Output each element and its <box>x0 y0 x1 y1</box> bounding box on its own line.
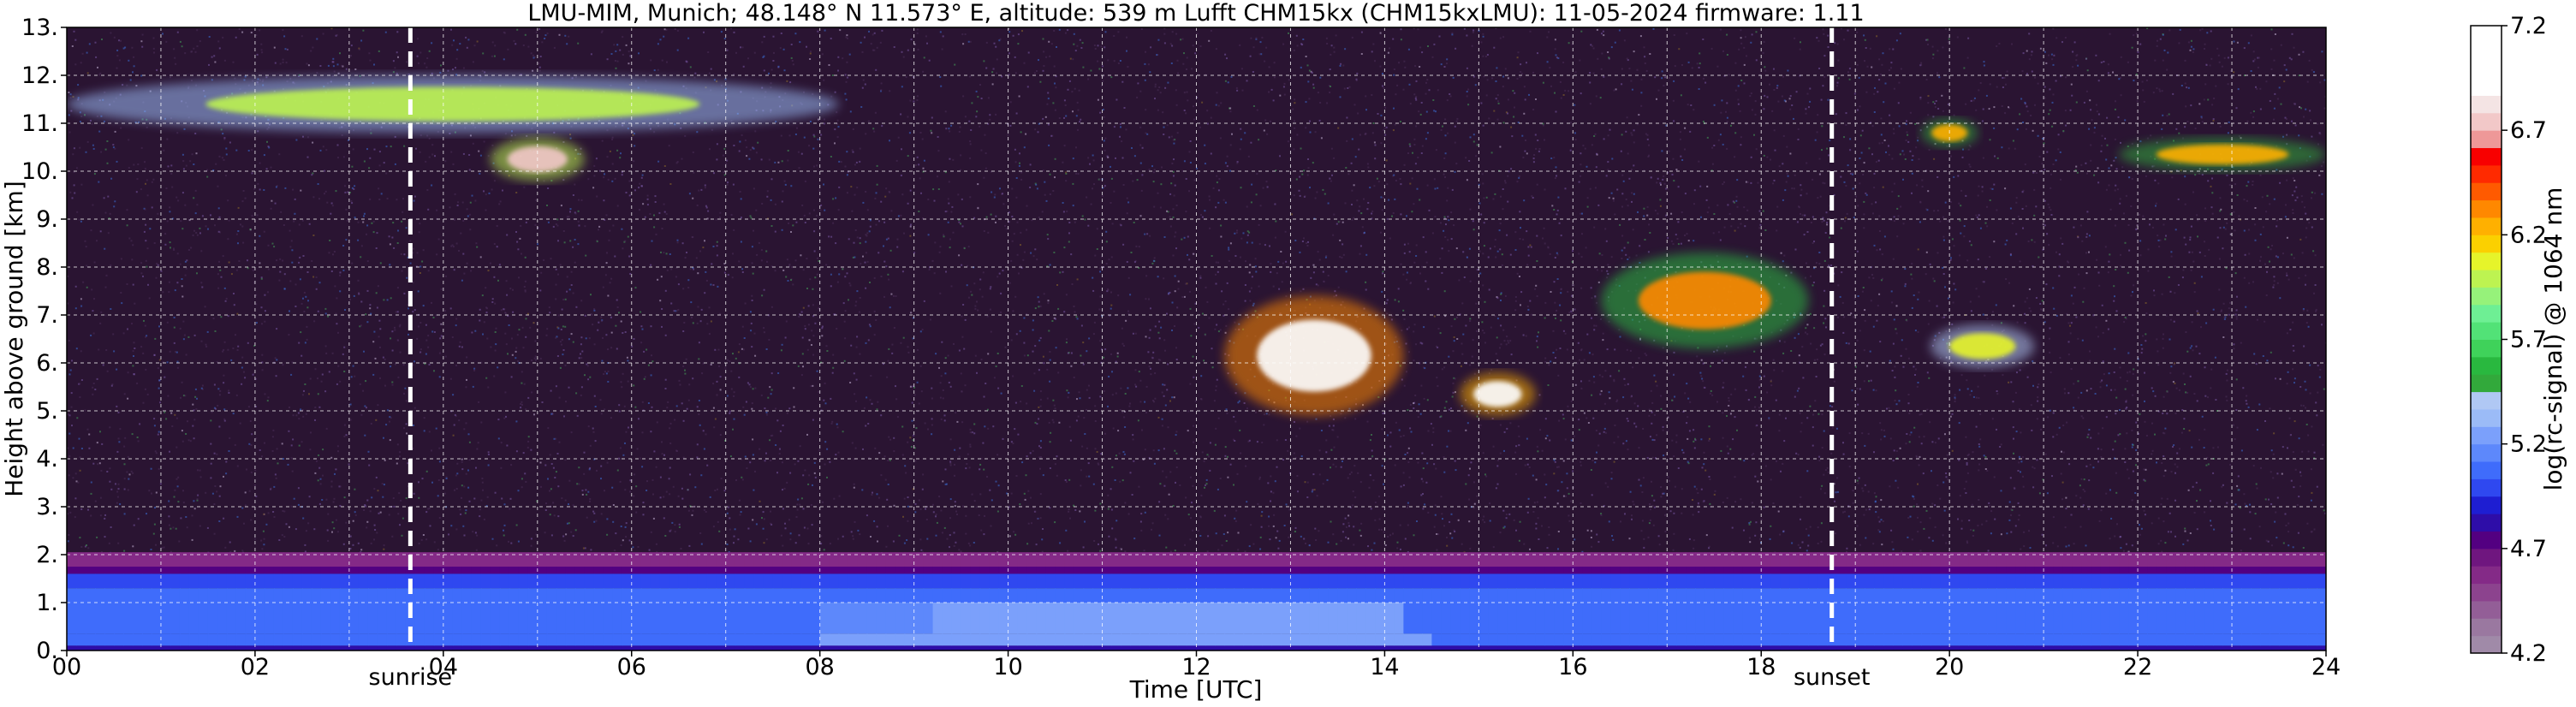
colorbar-swatch <box>2471 130 2502 149</box>
colorbar-tick-label: 6.7 <box>2510 117 2547 144</box>
x-tick-label: 24 <box>2311 654 2341 680</box>
cloud-core <box>1948 333 2016 359</box>
colorbar-label: log(rc-signal) @ 1064 nm <box>2539 187 2567 491</box>
colorbar-tick-label: 5.2 <box>2510 431 2547 458</box>
y-tick-label: 7. <box>36 302 58 329</box>
y-tick-label: 11. <box>21 110 58 137</box>
y-tick-label: 10. <box>21 158 58 185</box>
noise-speckle <box>67 27 2326 556</box>
grid-lines <box>67 27 2326 651</box>
y-tick-label: 5. <box>36 398 58 425</box>
colorbar-swatch <box>2471 548 2502 567</box>
colorbar-swatch <box>2471 356 2502 375</box>
y-tick-label: 13. <box>21 15 58 41</box>
colorbar-tick-label: 5.7 <box>2510 327 2547 354</box>
y-axis-ticks: 0. 1. 2. 3. 4. 5. 6. 7. 8. 9. 10. 11. 12. 13. <box>21 15 67 664</box>
colorbar-swatch <box>2471 426 2502 445</box>
colorbar-swatch <box>2471 566 2502 585</box>
y-tick-label: 6. <box>36 350 58 377</box>
y-tick-label: 12. <box>21 62 58 89</box>
y-tick-label: 4. <box>36 446 58 472</box>
y-tick-label: 3. <box>36 494 58 520</box>
chart-title: LMU-MIM, Munich; 48.148° N 11.573° E, al… <box>527 0 1864 27</box>
x-axis-ticks: 00 02 04 06 08 10 12 14 16 18 20 22 24 <box>52 651 2341 680</box>
x-tick-label: 10 <box>993 654 1022 680</box>
colorbar-swatch <box>2471 600 2502 619</box>
colorbar-swatch <box>2471 304 2502 323</box>
event-label-sunset: sunset <box>1794 664 1871 691</box>
colorbar-swatch <box>2471 478 2502 497</box>
colorbar-swatch <box>2471 26 2502 44</box>
x-tick-label: 08 <box>805 654 834 680</box>
colorbar-swatch <box>2471 391 2502 410</box>
colorbar-swatch <box>2471 287 2502 306</box>
colorbar <box>2471 26 2502 654</box>
x-tick-label: 00 <box>52 654 81 680</box>
colorbar-tick-label: 7.2 <box>2510 13 2547 39</box>
colorbar-swatch <box>2471 164 2502 183</box>
colorbar-ticks: 4.2 4.7 5.2 5.7 6.2 6.7 7.2 <box>2502 13 2547 667</box>
x-axis-label: Time [UTC] <box>1129 675 1263 704</box>
cloud-core <box>1257 319 1371 392</box>
x-tick-label: 18 <box>1746 654 1776 680</box>
x-tick-label: 22 <box>2123 654 2152 680</box>
colorbar-swatch <box>2471 583 2502 602</box>
colorbar-tick-label: 4.2 <box>2510 640 2547 667</box>
y-tick-label: 1. <box>36 590 58 616</box>
colorbar-swatch <box>2471 443 2502 462</box>
colorbar-swatch <box>2471 496 2502 514</box>
y-tick-label: 0. <box>36 638 58 664</box>
colorbar-swatch <box>2471 531 2502 550</box>
event-label-sunrise: sunrise <box>369 664 453 691</box>
colorbar-swatch <box>2471 199 2502 218</box>
y-tick-label: 9. <box>36 206 58 233</box>
colorbar-swatch <box>2471 95 2502 114</box>
colorbar-swatch <box>2471 147 2502 166</box>
colorbar-swatch <box>2471 78 2502 96</box>
colorbar-swatch <box>2471 408 2502 427</box>
colorbar-swatch <box>2471 339 2502 358</box>
colorbar-swatch <box>2471 618 2502 637</box>
colorbar-swatch <box>2471 235 2502 253</box>
colorbar-swatch <box>2471 182 2502 201</box>
colorbar-swatch <box>2471 270 2502 288</box>
colorbar-swatch <box>2471 112 2502 131</box>
colorbar-tick-label: 4.7 <box>2510 536 2547 562</box>
x-tick-label: 02 <box>241 654 270 680</box>
colorbar-swatch <box>2471 322 2502 340</box>
colorbar-swatch <box>2471 217 2502 235</box>
y-tick-label: 2. <box>36 542 58 568</box>
x-tick-label: 16 <box>1558 654 1587 680</box>
colorbar-swatch <box>2471 514 2502 532</box>
event-lines <box>408 27 1835 651</box>
y-axis-label: Height above ground [km] <box>0 181 28 497</box>
colorbar-swatch <box>2471 43 2502 62</box>
cloud-features <box>67 75 2326 416</box>
colorbar-swatch <box>2471 461 2502 479</box>
cloud-core <box>1638 271 1771 330</box>
x-tick-label: 04 <box>429 654 458 680</box>
colorbar-swatch <box>2471 252 2502 270</box>
colorbar-tick-label: 6.2 <box>2510 222 2547 248</box>
cloud-core <box>2156 144 2289 165</box>
colorbar-swatch <box>2471 60 2502 79</box>
x-tick-label: 12 <box>1181 654 1211 680</box>
y-tick-label: 8. <box>36 254 58 281</box>
colorbar-swatch <box>2471 635 2502 654</box>
cloud-core <box>205 86 700 122</box>
heatmap-image <box>67 27 2326 651</box>
plot-area <box>67 27 2326 651</box>
x-tick-label: 14 <box>1370 654 1399 680</box>
cloud-core <box>1473 381 1522 407</box>
x-tick-label: 06 <box>617 654 646 680</box>
colorbar-swatch <box>2471 374 2502 393</box>
boundary-layer-strips <box>67 552 2326 651</box>
event-labels: sunrise sunset <box>369 664 1871 691</box>
x-tick-label: 20 <box>1935 654 1964 680</box>
